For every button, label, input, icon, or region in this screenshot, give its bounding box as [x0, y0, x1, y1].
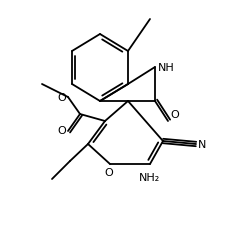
Text: O: O [170, 109, 179, 120]
Text: NH₂: NH₂ [139, 172, 161, 182]
Text: NH: NH [158, 63, 175, 73]
Text: O: O [57, 125, 66, 135]
Text: O: O [105, 167, 113, 177]
Text: O: O [57, 93, 66, 103]
Text: N: N [198, 139, 206, 149]
